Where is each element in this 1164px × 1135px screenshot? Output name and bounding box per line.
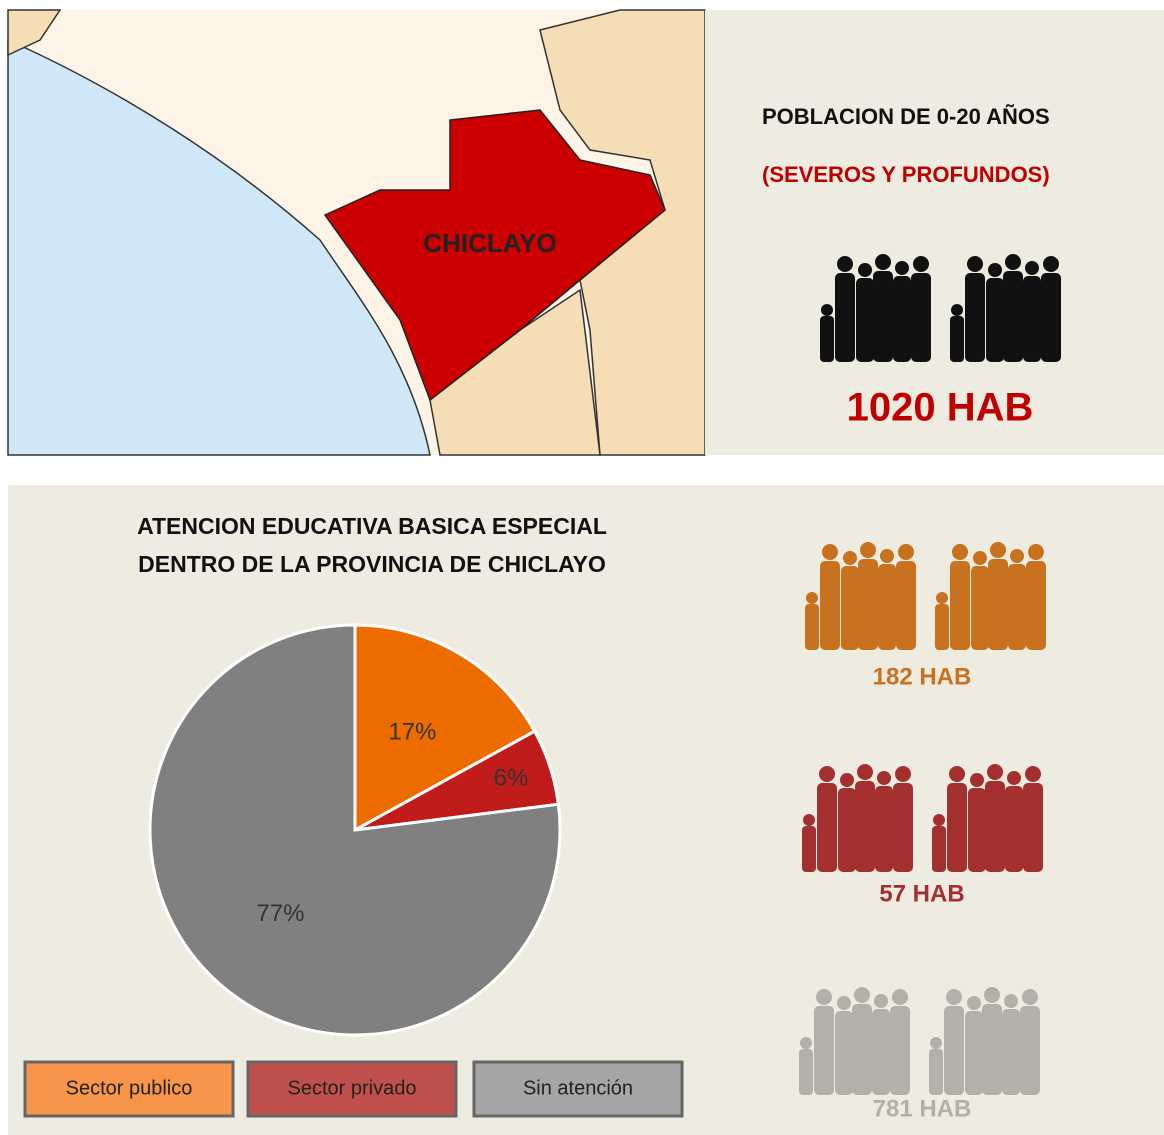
header-panel <box>705 10 1164 455</box>
legend-swatch <box>472 1060 684 1118</box>
legend-swatch <box>23 1060 235 1118</box>
header-title: POBLACION DE 0-20 AÑOS <box>762 104 1050 129</box>
header-total: 1020 HAB <box>847 386 1034 430</box>
slice-label: 77% <box>256 900 304 927</box>
header-subtitle: (SEVEROS Y PROFUNDOS) <box>762 162 1050 187</box>
slice-label: 6% <box>494 765 529 792</box>
group-label: 182 HAB <box>873 663 972 690</box>
pie-slice <box>148 623 562 1037</box>
legend-label: Sin atención <box>523 1077 633 1099</box>
map-label: CHICLAYO <box>423 228 556 258</box>
pie-slice <box>353 623 537 833</box>
group-label: 781 HAB <box>873 1095 972 1122</box>
slice-label: 17% <box>388 718 436 745</box>
group-label: 57 HAB <box>879 880 964 907</box>
map: CHICLAYO <box>7 9 706 456</box>
legend-swatch <box>246 1060 458 1118</box>
legend-label: Sector publico <box>66 1077 193 1099</box>
chart-title: ATENCION EDUCATIVA BASICA ESPECIAL <box>137 513 607 539</box>
chart-title: DENTRO DE LA PROVINCIA DE CHICLAYO <box>138 551 606 577</box>
legend-label: Sector privado <box>288 1077 417 1099</box>
